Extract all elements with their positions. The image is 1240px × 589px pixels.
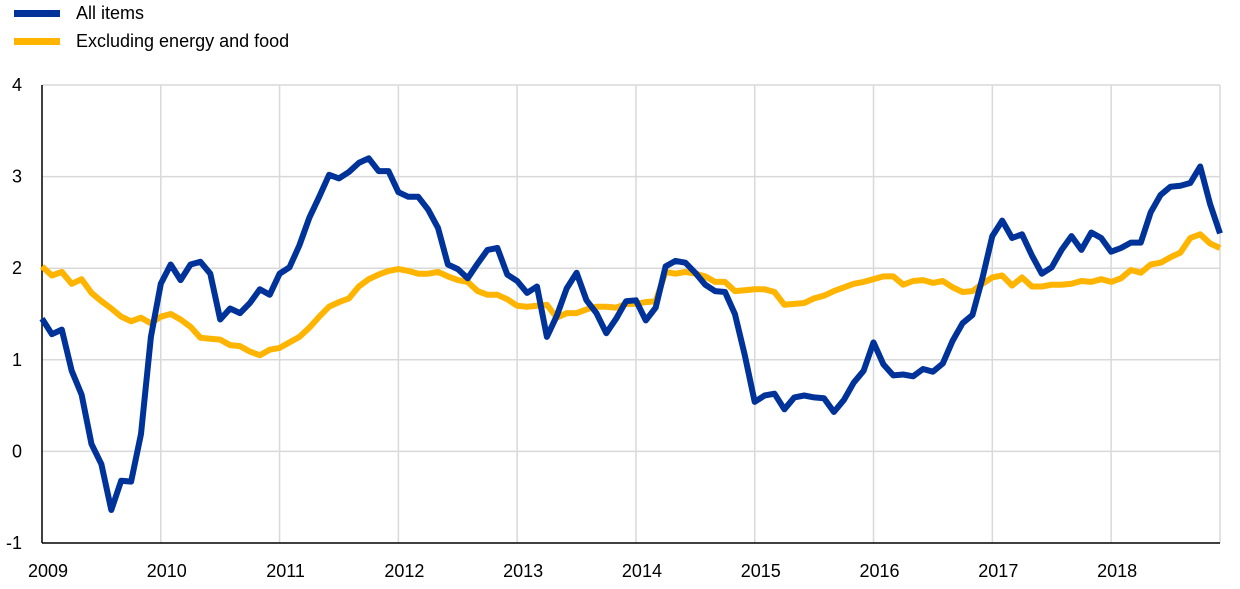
y-tick-label-0: 0 (12, 441, 22, 461)
x-tick-label-2012: 2012 (384, 561, 424, 581)
y-tick-label--1: -1 (6, 533, 22, 553)
y-tick-label-4: 4 (12, 75, 22, 95)
x-tick-label-2017: 2017 (978, 561, 1018, 581)
x-tick-label-2009: 2009 (28, 561, 68, 581)
legend-swatch-all-items (14, 9, 60, 17)
legend-item-all-items: All items (14, 3, 144, 23)
x-tick-label-2013: 2013 (503, 561, 543, 581)
x-tick-label-2010: 2010 (147, 561, 187, 581)
y-tick-label-3: 3 (12, 167, 22, 187)
gridlines (42, 84, 1221, 543)
tick-labels: -1 0 1 2 3 4 2009 2010 2011 2012 2013 2014 2015 2016 2… (6, 75, 1137, 581)
series-group (39, 155, 1223, 513)
y-tick-label-1: 1 (12, 350, 22, 370)
series-line-excluding-energy-food (39, 231, 1222, 359)
legend-label-excluding-energy-food: Excluding energy and food (76, 30, 290, 51)
series-line-all-items (39, 155, 1223, 513)
legend-label-all-items: All items (76, 2, 145, 23)
y-tick-label-2: 2 (12, 258, 22, 278)
x-tick-label-2018: 2018 (1097, 561, 1137, 581)
x-tick-label-2016: 2016 (860, 561, 900, 581)
x-tick-label-2011: 2011 (266, 561, 305, 581)
axes (41, 85, 1220, 544)
legend-item-excluding-energy-food: Excluding energy and food (14, 31, 289, 51)
legend-swatch-excluding-energy-food (14, 37, 60, 45)
x-tick-label-2015: 2015 (741, 561, 781, 581)
x-tick-label-2014: 2014 (622, 561, 662, 581)
